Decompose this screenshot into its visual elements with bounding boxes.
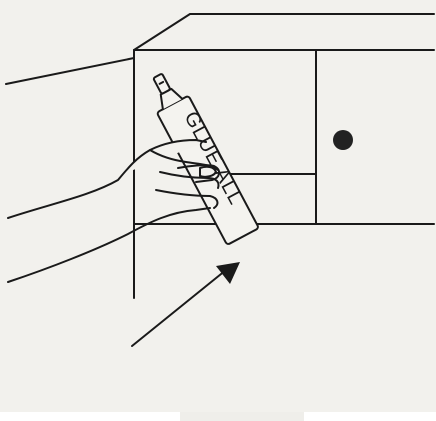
bottom-tab xyxy=(180,412,304,421)
arrow-icon xyxy=(131,269,227,347)
cabinet-knob-icon xyxy=(333,130,353,150)
arrow-head xyxy=(216,262,240,284)
cabinet-top xyxy=(133,13,435,51)
arm-upper-outline xyxy=(5,57,135,85)
cabinet-body xyxy=(133,49,435,299)
hand-icon xyxy=(7,139,220,283)
